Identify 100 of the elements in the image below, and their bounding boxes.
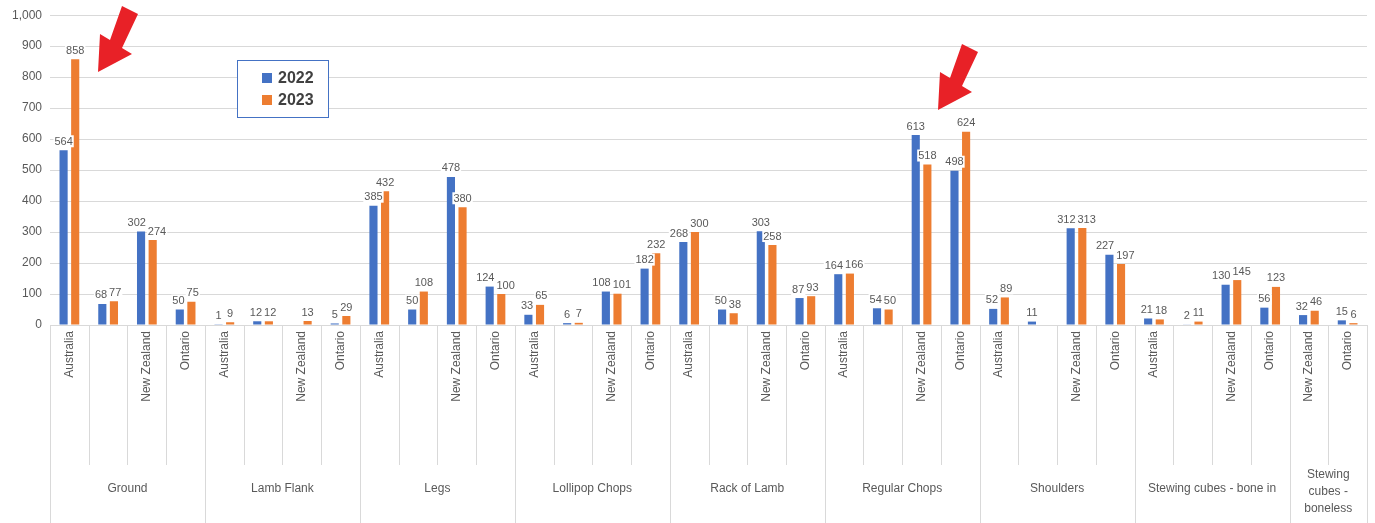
x-tick-label: New Zealand	[1223, 331, 1238, 402]
data-label: 13	[301, 305, 314, 318]
bar	[962, 131, 971, 325]
data-label: 12	[249, 305, 263, 318]
y-tick-label: 200	[22, 255, 43, 270]
data-label: 56	[1258, 292, 1271, 305]
data-label: 12	[264, 305, 277, 318]
bar	[1310, 310, 1319, 325]
bar	[187, 301, 196, 325]
bar	[535, 304, 545, 325]
y-tick-label: 500	[22, 162, 43, 177]
bar	[1105, 254, 1114, 325]
data-label: 11	[1192, 306, 1205, 319]
data-label: 108	[592, 276, 611, 289]
bar	[1260, 307, 1269, 325]
data-label: 21	[1140, 303, 1153, 316]
bar	[264, 321, 273, 325]
bar	[1116, 263, 1126, 325]
bar	[71, 59, 80, 325]
bar	[524, 314, 533, 325]
data-label: 166	[845, 258, 864, 271]
x-tick-label: Australia	[836, 330, 851, 378]
x-tick-label: New Zealand	[913, 331, 928, 402]
y-tick-label: 900	[22, 38, 43, 53]
data-label: 124	[476, 271, 495, 284]
y-tick-label: 1,000	[12, 7, 43, 22]
data-label: 164	[824, 258, 844, 271]
text: Legs	[424, 481, 451, 496]
x-tick-label: Ontario	[797, 330, 812, 371]
bar	[756, 231, 765, 325]
y-tick-label: 100	[22, 286, 43, 301]
x-tick-label: New Zealand	[758, 331, 773, 402]
x-tick-label: Australia	[991, 330, 1006, 378]
bar	[1299, 315, 1308, 325]
x-tick-label: New Zealand	[603, 331, 618, 402]
data-label: 432	[375, 175, 395, 188]
bar	[1066, 228, 1075, 325]
bar	[303, 320, 312, 325]
bar	[795, 298, 804, 325]
text: Stewing cubes - boneless	[1304, 467, 1353, 516]
y-tick-label: 800	[22, 69, 43, 84]
data-label: 268	[669, 226, 689, 239]
data-label: 50	[883, 294, 897, 307]
bar	[98, 303, 107, 325]
text: Shoulders	[1030, 481, 1085, 496]
x-tick-label: New Zealand	[1068, 331, 1083, 402]
bar	[989, 308, 998, 325]
x-tick-label: Australia	[61, 330, 76, 378]
data-label: 101	[612, 278, 632, 291]
data-label: 227	[1095, 239, 1115, 252]
legend-label: 2023	[277, 91, 314, 109]
bar	[446, 176, 455, 325]
bar	[1221, 284, 1230, 325]
data-label: 77	[109, 285, 122, 298]
data-label: 100	[496, 278, 515, 291]
bar	[911, 135, 920, 325]
x-tick-label: New Zealand	[294, 331, 309, 402]
bar	[679, 241, 688, 325]
x-tick-label: Ontario	[1107, 330, 1122, 371]
bar	[419, 291, 428, 325]
x-tick-label: Australia	[371, 330, 386, 378]
bar	[845, 273, 854, 325]
bar	[136, 231, 146, 325]
bar	[109, 301, 119, 325]
bar	[1155, 319, 1164, 325]
x-tick-label: Ontario	[642, 330, 657, 371]
bar	[1194, 321, 1203, 325]
bar	[729, 313, 738, 325]
legend-label: 2022	[277, 69, 314, 87]
bar	[872, 308, 882, 325]
data-label: 303	[751, 215, 770, 228]
data-label: 50	[406, 294, 419, 307]
bar	[148, 240, 157, 325]
data-label: 89	[1000, 281, 1013, 294]
x-tick-label: Ontario	[332, 330, 347, 371]
data-label: 312	[1057, 212, 1076, 225]
data-label: 123	[1266, 271, 1286, 284]
bar	[253, 321, 262, 325]
data-label: 6	[564, 307, 571, 320]
bar	[690, 232, 700, 325]
bar	[381, 191, 390, 325]
data-label: 54	[869, 292, 882, 305]
x-tick-label: Ontario	[1339, 330, 1354, 371]
data-label: 68	[94, 288, 108, 301]
x-tick-label: Ontario	[952, 330, 967, 371]
bar	[226, 322, 235, 325]
bar	[640, 268, 649, 325]
x-tick-label: Ontario	[177, 330, 192, 371]
bar	[458, 207, 467, 325]
y-tick-label: 600	[22, 131, 43, 146]
data-label: 258	[763, 229, 782, 242]
bar	[1271, 286, 1281, 325]
x-tick-label: Australia	[216, 330, 231, 378]
y-tick-label: 700	[22, 100, 43, 115]
x-tick-label: Ontario	[487, 330, 502, 371]
text: Regular Chops	[862, 481, 943, 496]
data-label: 498	[945, 155, 964, 168]
y-tick-label: 0	[35, 317, 43, 332]
bar	[950, 170, 959, 325]
data-label: 65	[535, 289, 548, 302]
